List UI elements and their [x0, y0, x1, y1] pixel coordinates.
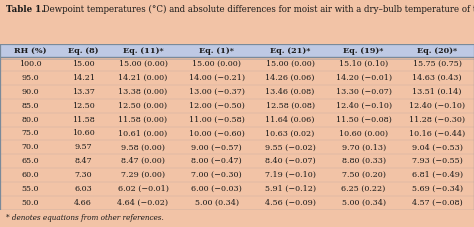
- Text: 55.0: 55.0: [21, 185, 39, 193]
- Text: 8.00 (−0.47): 8.00 (−0.47): [191, 157, 242, 165]
- Text: 8.80 (0.33): 8.80 (0.33): [342, 157, 386, 165]
- Text: 12.40 (−0.10): 12.40 (−0.10): [336, 102, 392, 110]
- Text: 13.00 (−0.37): 13.00 (−0.37): [189, 88, 245, 96]
- Text: Eq. (20)*: Eq. (20)*: [417, 47, 457, 55]
- Text: Dewpoint temperatures (°C) and absolute differences for moist air with a dry–bul: Dewpoint temperatures (°C) and absolute …: [40, 5, 474, 15]
- Text: 4.66: 4.66: [74, 199, 92, 207]
- Text: 8.47 (0.00): 8.47 (0.00): [121, 157, 165, 165]
- Text: 9.70 (0.13): 9.70 (0.13): [342, 143, 386, 151]
- Text: 13.51 (0.14): 13.51 (0.14): [412, 88, 462, 96]
- Text: 7.50 (0.20): 7.50 (0.20): [342, 171, 386, 179]
- Text: Eq. (21)*: Eq. (21)*: [270, 47, 310, 55]
- Text: Table 1.: Table 1.: [6, 5, 44, 14]
- Text: 5.00 (0.34): 5.00 (0.34): [194, 199, 238, 207]
- Text: 75.0: 75.0: [21, 129, 39, 138]
- Text: 11.28 (−0.30): 11.28 (−0.30): [409, 116, 465, 123]
- Text: 10.60 (0.00): 10.60 (0.00): [339, 129, 388, 138]
- Text: 7.29 (0.00): 7.29 (0.00): [121, 171, 165, 179]
- Text: 8.40 (−0.07): 8.40 (−0.07): [265, 157, 316, 165]
- Text: 65.0: 65.0: [21, 157, 39, 165]
- Text: 7.00 (−0.30): 7.00 (−0.30): [191, 171, 242, 179]
- Text: 11.50 (−0.08): 11.50 (−0.08): [336, 116, 392, 123]
- Text: 7.30: 7.30: [74, 171, 92, 179]
- Text: 6.25 (0.22): 6.25 (0.22): [341, 185, 386, 193]
- Text: 15.75 (0.75): 15.75 (0.75): [413, 60, 462, 68]
- Text: 5.91 (−0.12): 5.91 (−0.12): [264, 185, 316, 193]
- Text: 6.81 (−0.49): 6.81 (−0.49): [411, 171, 463, 179]
- Text: 9.00 (−0.57): 9.00 (−0.57): [191, 143, 242, 151]
- Text: 10.60: 10.60: [72, 129, 94, 138]
- Text: 14.63 (0.43): 14.63 (0.43): [412, 74, 462, 82]
- Text: 14.00 (−0.21): 14.00 (−0.21): [189, 74, 245, 82]
- Text: 12.50 (0.00): 12.50 (0.00): [118, 102, 168, 110]
- Text: 13.30 (−0.07): 13.30 (−0.07): [336, 88, 392, 96]
- Text: 13.37: 13.37: [72, 88, 94, 96]
- Text: 4.57 (−0.08): 4.57 (−0.08): [412, 199, 463, 207]
- Text: 14.26 (0.06): 14.26 (0.06): [265, 74, 315, 82]
- Text: 9.58 (0.00): 9.58 (0.00): [121, 143, 165, 151]
- Text: 11.00 (−0.58): 11.00 (−0.58): [189, 116, 245, 123]
- Bar: [0, 44, 474, 57]
- Text: 4.56 (−0.09): 4.56 (−0.09): [264, 199, 316, 207]
- Text: 14.21 (0.00): 14.21 (0.00): [118, 74, 168, 82]
- Text: Eq. (1)*: Eq. (1)*: [199, 47, 234, 55]
- Text: 15.00 (0.00): 15.00 (0.00): [118, 60, 167, 68]
- Text: 50.0: 50.0: [21, 199, 39, 207]
- Text: 10.61 (0.00): 10.61 (0.00): [118, 129, 168, 138]
- Text: 6.03: 6.03: [74, 185, 92, 193]
- Text: 12.00 (−0.50): 12.00 (−0.50): [189, 102, 245, 110]
- Text: 7.19 (−0.10): 7.19 (−0.10): [264, 171, 316, 179]
- Text: 95.0: 95.0: [21, 74, 39, 82]
- Text: 80.0: 80.0: [21, 116, 39, 123]
- Text: 6.02 (−0.01): 6.02 (−0.01): [118, 185, 169, 193]
- Text: * denotes equations from other references.: * denotes equations from other reference…: [6, 214, 164, 222]
- Text: 11.58: 11.58: [72, 116, 94, 123]
- Text: 12.50: 12.50: [72, 102, 94, 110]
- Text: 10.16 (−0.44): 10.16 (−0.44): [409, 129, 465, 138]
- Text: Eq. (8): Eq. (8): [68, 47, 98, 55]
- Text: 60.0: 60.0: [21, 171, 39, 179]
- Text: 100.0: 100.0: [18, 60, 41, 68]
- Text: RH (%): RH (%): [14, 47, 46, 55]
- Text: 7.93 (−0.55): 7.93 (−0.55): [412, 157, 463, 165]
- Text: 5.00 (0.34): 5.00 (0.34): [342, 199, 386, 207]
- Text: 12.58 (0.08): 12.58 (0.08): [265, 102, 315, 110]
- Text: 6.00 (−0.03): 6.00 (−0.03): [191, 185, 242, 193]
- Text: 90.0: 90.0: [21, 88, 39, 96]
- Text: 15.00 (0.00): 15.00 (0.00): [192, 60, 241, 68]
- Text: Eq. (19)*: Eq. (19)*: [344, 47, 384, 55]
- Text: 70.0: 70.0: [21, 143, 39, 151]
- Text: 85.0: 85.0: [21, 102, 39, 110]
- Text: 9.57: 9.57: [74, 143, 92, 151]
- Text: 14.20 (−0.01): 14.20 (−0.01): [336, 74, 392, 82]
- Text: 10.00 (−0.60): 10.00 (−0.60): [189, 129, 245, 138]
- Text: 5.69 (−0.34): 5.69 (−0.34): [411, 185, 463, 193]
- Text: 15.10 (0.10): 15.10 (0.10): [339, 60, 388, 68]
- Text: 9.04 (−0.53): 9.04 (−0.53): [412, 143, 463, 151]
- Text: 13.46 (0.08): 13.46 (0.08): [265, 88, 315, 96]
- Text: 11.58 (0.00): 11.58 (0.00): [118, 116, 168, 123]
- Text: 12.40 (−0.10): 12.40 (−0.10): [409, 102, 465, 110]
- Text: 13.38 (0.00): 13.38 (0.00): [118, 88, 168, 96]
- Text: 15.00 (0.00): 15.00 (0.00): [265, 60, 315, 68]
- Text: 15.00: 15.00: [72, 60, 94, 68]
- Text: 9.55 (−0.02): 9.55 (−0.02): [264, 143, 316, 151]
- Text: 14.21: 14.21: [72, 74, 95, 82]
- Text: 8.47: 8.47: [74, 157, 92, 165]
- Text: Eq. (11)*: Eq. (11)*: [123, 47, 164, 55]
- Text: 4.64 (−0.02): 4.64 (−0.02): [118, 199, 169, 207]
- Text: 11.64 (0.06): 11.64 (0.06): [265, 116, 315, 123]
- Text: 10.63 (0.02): 10.63 (0.02): [265, 129, 315, 138]
